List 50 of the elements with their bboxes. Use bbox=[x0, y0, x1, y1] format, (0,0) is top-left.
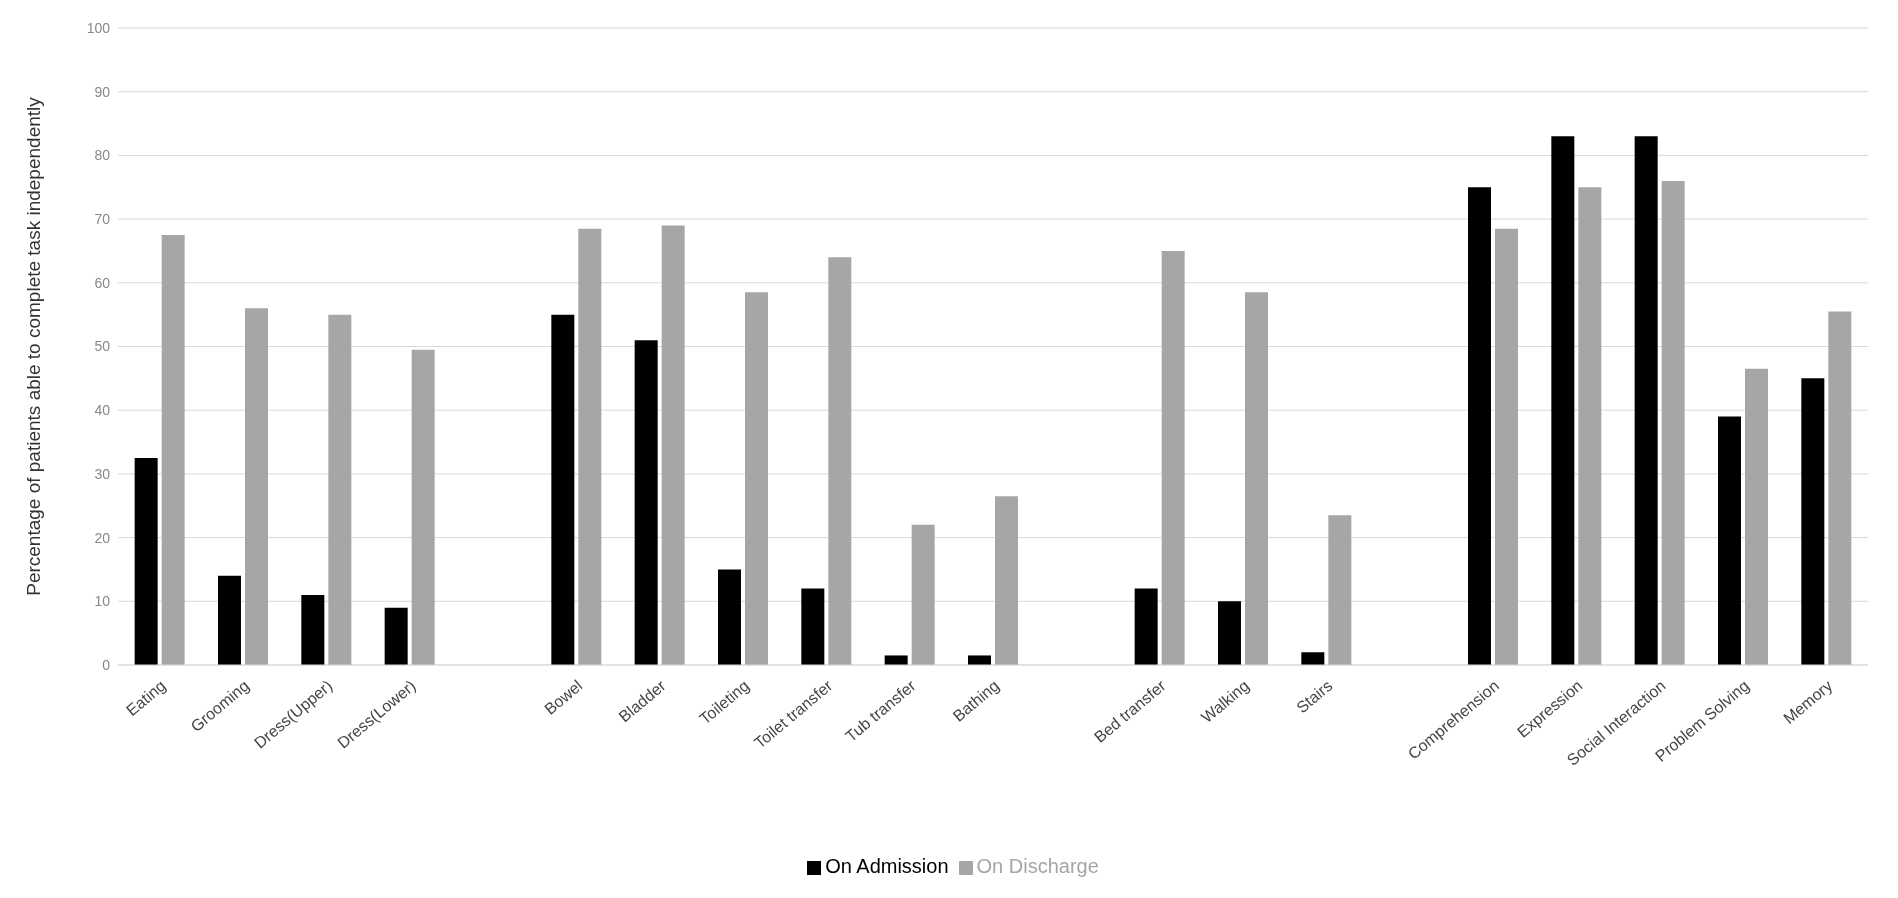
bar bbox=[384, 607, 408, 665]
bar bbox=[745, 292, 768, 665]
bar bbox=[884, 655, 908, 665]
bar bbox=[1551, 136, 1575, 665]
bar bbox=[578, 228, 602, 665]
y-tick-label: 90 bbox=[94, 83, 111, 100]
bar bbox=[995, 496, 1018, 665]
bar bbox=[1218, 601, 1241, 665]
y-tick-label: 80 bbox=[94, 147, 111, 164]
bar bbox=[1661, 180, 1685, 665]
bar bbox=[134, 457, 158, 665]
legend-label: On Discharge bbox=[976, 855, 1099, 877]
y-tick-label: 0 bbox=[102, 656, 111, 673]
bar bbox=[718, 569, 741, 665]
bar bbox=[411, 349, 435, 665]
bar bbox=[1245, 292, 1268, 665]
bar bbox=[911, 524, 935, 665]
bar bbox=[1301, 652, 1325, 665]
y-tick-label: 50 bbox=[94, 338, 111, 355]
y-tick-label: 10 bbox=[94, 593, 111, 610]
bar bbox=[1718, 416, 1741, 665]
bar bbox=[968, 655, 991, 665]
bar bbox=[245, 308, 268, 665]
y-tick-label: 20 bbox=[94, 529, 111, 546]
y-axis-title: Percentage of patients able to complete task independently bbox=[22, 96, 44, 596]
y-tick-label: 30 bbox=[94, 465, 111, 482]
bar bbox=[1634, 136, 1658, 665]
bar bbox=[1495, 228, 1518, 665]
bar bbox=[551, 314, 575, 665]
bar bbox=[828, 257, 852, 665]
bar bbox=[1578, 187, 1602, 665]
bar bbox=[1801, 378, 1825, 665]
bar bbox=[1161, 250, 1185, 665]
y-tick-label: 40 bbox=[94, 402, 111, 419]
bar bbox=[161, 235, 185, 665]
y-tick-label: 60 bbox=[94, 274, 111, 291]
bar bbox=[1134, 588, 1158, 665]
y-tick-label: 100 bbox=[86, 19, 111, 36]
bar bbox=[218, 575, 241, 665]
bar bbox=[301, 594, 325, 665]
bar bbox=[1828, 311, 1852, 665]
bar bbox=[328, 314, 352, 665]
bar bbox=[634, 340, 658, 665]
bar bbox=[1745, 368, 1768, 665]
bar bbox=[1468, 187, 1491, 665]
y-tick-label: 70 bbox=[94, 211, 111, 228]
bar bbox=[1328, 515, 1352, 665]
legend-label: On Admission bbox=[825, 855, 949, 877]
bar bbox=[661, 225, 685, 665]
bar bbox=[801, 588, 825, 665]
